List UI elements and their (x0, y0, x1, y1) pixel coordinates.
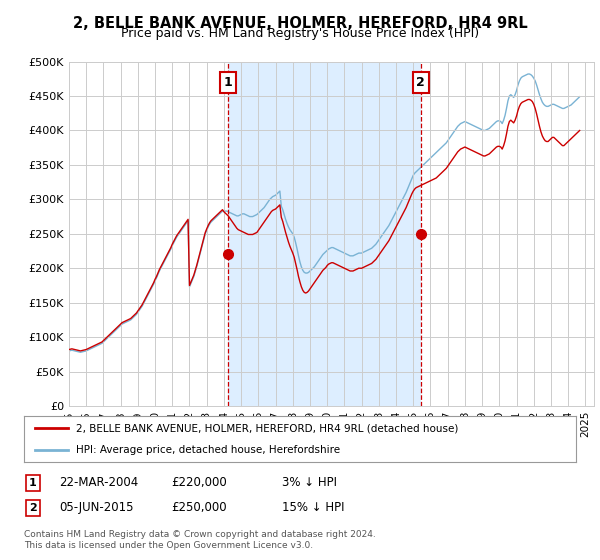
Text: 2, BELLE BANK AVENUE, HOLMER, HEREFORD, HR4 9RL (detached house): 2, BELLE BANK AVENUE, HOLMER, HEREFORD, … (76, 423, 459, 433)
Text: 05-JUN-2015: 05-JUN-2015 (59, 501, 133, 515)
Text: 1: 1 (29, 478, 37, 488)
Text: 22-MAR-2004: 22-MAR-2004 (59, 476, 138, 489)
Text: 2, BELLE BANK AVENUE, HOLMER, HEREFORD, HR4 9RL: 2, BELLE BANK AVENUE, HOLMER, HEREFORD, … (73, 16, 527, 31)
Text: 3% ↓ HPI: 3% ↓ HPI (282, 476, 337, 489)
Bar (228, 62, 421, 406)
Text: 2: 2 (416, 76, 425, 89)
Text: This data is licensed under the Open Government Licence v3.0.: This data is licensed under the Open Gov… (24, 541, 313, 550)
Text: 1: 1 (224, 76, 232, 89)
Text: 2: 2 (29, 503, 37, 513)
Text: £250,000: £250,000 (171, 501, 227, 515)
Text: £220,000: £220,000 (171, 476, 227, 489)
Text: HPI: Average price, detached house, Herefordshire: HPI: Average price, detached house, Here… (76, 445, 341, 455)
Text: Price paid vs. HM Land Registry's House Price Index (HPI): Price paid vs. HM Land Registry's House … (121, 27, 479, 40)
Text: Contains HM Land Registry data © Crown copyright and database right 2024.: Contains HM Land Registry data © Crown c… (24, 530, 376, 539)
Text: 15% ↓ HPI: 15% ↓ HPI (282, 501, 344, 515)
